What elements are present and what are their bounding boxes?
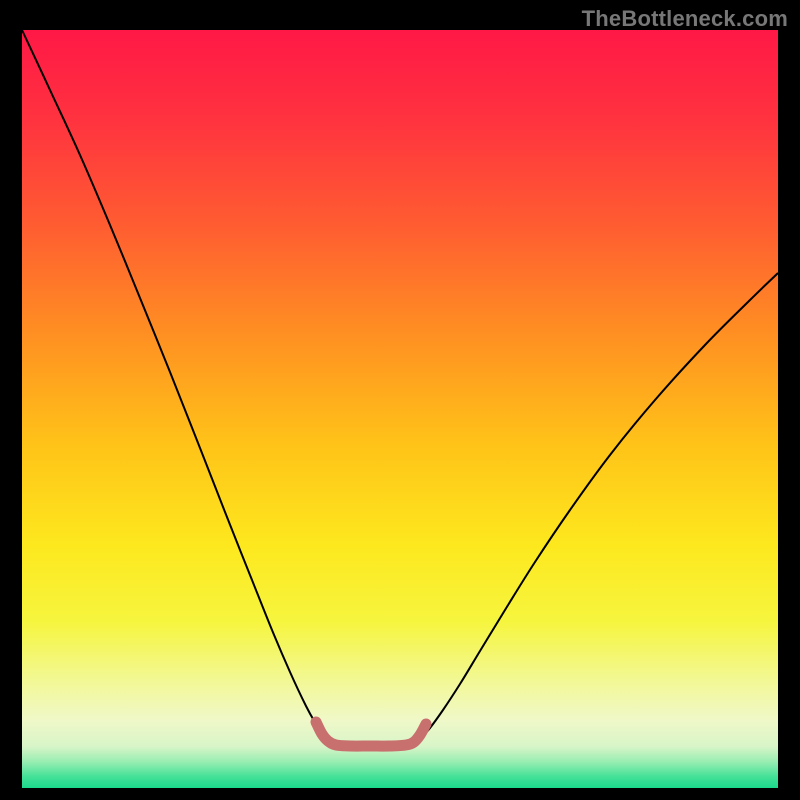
plot-area-background [22,30,778,788]
watermark-label: TheBottleneck.com [582,6,788,32]
chart-svg [0,0,800,800]
bottleneck-chart: TheBottleneck.com [0,0,800,800]
